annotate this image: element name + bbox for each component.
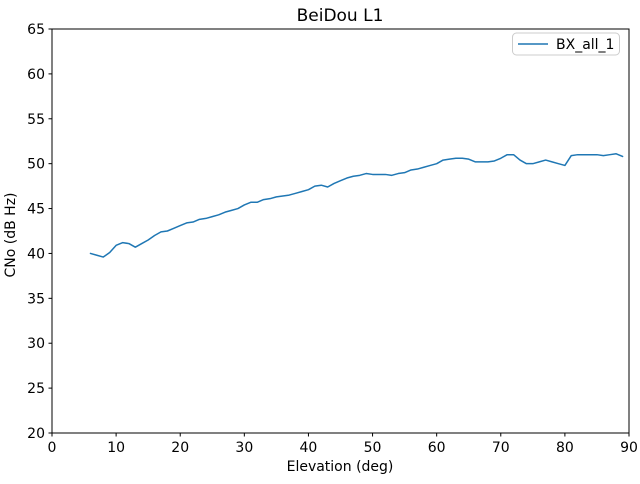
x-tick-label: 10: [107, 440, 125, 456]
series-line-bx_all_1: [89, 153, 624, 258]
x-tick-label: 30: [235, 440, 253, 456]
y-tick-label: 40: [27, 246, 45, 262]
y-tick-label: 65: [27, 22, 45, 38]
plot-frame: [51, 28, 630, 434]
chart-title: BeiDou L1: [297, 6, 384, 26]
y-tick-label: 50: [27, 157, 45, 173]
y-tick-label: 45: [27, 202, 45, 218]
series-lines: [89, 153, 624, 258]
x-tick-label: 80: [556, 440, 574, 456]
y-tick-label: 35: [27, 291, 45, 307]
x-tick-label: 40: [300, 440, 318, 456]
x-tick-label: 0: [48, 440, 57, 456]
axes-frame: [51, 28, 630, 434]
y-tick-label: 20: [27, 426, 45, 442]
y-tick-label: 25: [27, 381, 45, 397]
y-tick-label: 30: [27, 336, 45, 352]
x-tick-label: 90: [620, 440, 638, 456]
y-axis-ticks: 20 25 30 35 40 45 50 55 60 65: [27, 22, 52, 442]
x-tick-label: 20: [171, 440, 189, 456]
x-axis-ticks: 0 10 20 30 40 50 60 70 80 90: [48, 433, 638, 456]
x-tick-label: 70: [492, 440, 510, 456]
legend-label: BX_all_1: [556, 37, 614, 53]
y-tick-label: 55: [27, 112, 45, 128]
legend: BX_all_1: [512, 32, 620, 56]
x-tick-label: 50: [364, 440, 382, 456]
y-tick-label: 60: [27, 67, 45, 83]
x-tick-label: 60: [428, 440, 446, 456]
legend-box: [512, 32, 620, 56]
y-axis-label: CNo (dB Hz): [3, 192, 19, 277]
x-axis-label: Elevation (deg): [287, 459, 394, 475]
